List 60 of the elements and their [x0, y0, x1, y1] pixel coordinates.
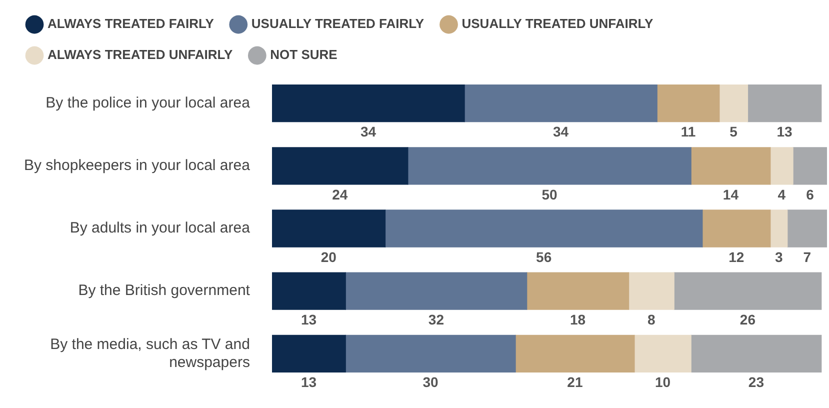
- bar: [272, 334, 346, 373]
- bar: [719, 84, 748, 122]
- bar: [787, 210, 827, 248]
- data-label: 21: [567, 374, 583, 390]
- data-label: 11: [680, 124, 696, 140]
- bar: [770, 147, 794, 185]
- data-label: 6: [806, 186, 814, 202]
- data-label: 7: [803, 248, 812, 265]
- data-label: 12: [728, 248, 744, 265]
- legend-label: NOT SURE: [270, 47, 338, 62]
- data-label: 50: [542, 186, 558, 202]
- data-label: 4: [778, 186, 786, 202]
- legend-label: USUALLY TREATED UNFAIRLY: [462, 16, 654, 32]
- data-label: 26: [740, 311, 756, 328]
- bar: [384, 210, 703, 248]
- bar: [408, 147, 692, 185]
- bar: [464, 84, 658, 122]
- data-label: 8: [648, 311, 656, 328]
- bar: [770, 210, 788, 248]
- legend-label: ALWAYS TREATED FAIRLY: [48, 16, 214, 32]
- bar: [690, 334, 822, 373]
- bar: [702, 210, 771, 248]
- data-label: 5: [730, 124, 738, 140]
- y-tick-label: By the media, such as TV and newspapers: [50, 336, 250, 371]
- data-label: 14: [722, 186, 739, 202]
- bar: [792, 147, 827, 185]
- data-label: 24: [332, 186, 348, 202]
- data-label: 34: [360, 124, 376, 140]
- data-label: 13: [300, 311, 317, 328]
- bar: [272, 210, 386, 248]
- bar: [272, 272, 346, 310]
- data-label: 23: [748, 374, 764, 390]
- data-label: 30: [422, 374, 439, 390]
- data-label: 18: [570, 311, 586, 328]
- data-label: 13: [300, 374, 317, 390]
- bar: [526, 272, 630, 310]
- data-label: 20: [320, 248, 337, 265]
- bar: [345, 272, 528, 310]
- bar: [272, 147, 408, 185]
- y-tick-label: By the British government: [78, 282, 251, 300]
- y-tick-label: By the police in your local area: [46, 94, 251, 112]
- bar: [628, 272, 674, 310]
- bar: [674, 272, 822, 310]
- data-label: 10: [654, 374, 671, 390]
- bar: [634, 334, 692, 373]
- y-tick-label: By adults in your local area: [70, 220, 251, 237]
- legend-label: USUALLY TREATED FAIRLY: [251, 16, 424, 32]
- data-label: 3: [774, 248, 783, 265]
- legend-label: ALWAYS TREATED UNFAIRLY: [48, 47, 233, 62]
- bar: [747, 84, 822, 122]
- bar: [345, 334, 516, 373]
- bar: [515, 334, 635, 373]
- bar: [690, 147, 771, 185]
- data-label: 32: [428, 311, 444, 328]
- bar: [656, 84, 720, 122]
- bar: [272, 84, 465, 122]
- y-tick-label: By shopkeepers in your local area: [24, 157, 251, 174]
- data-label: 34: [553, 124, 569, 140]
- data-label: 13: [776, 124, 793, 140]
- data-label: 56: [536, 248, 552, 265]
